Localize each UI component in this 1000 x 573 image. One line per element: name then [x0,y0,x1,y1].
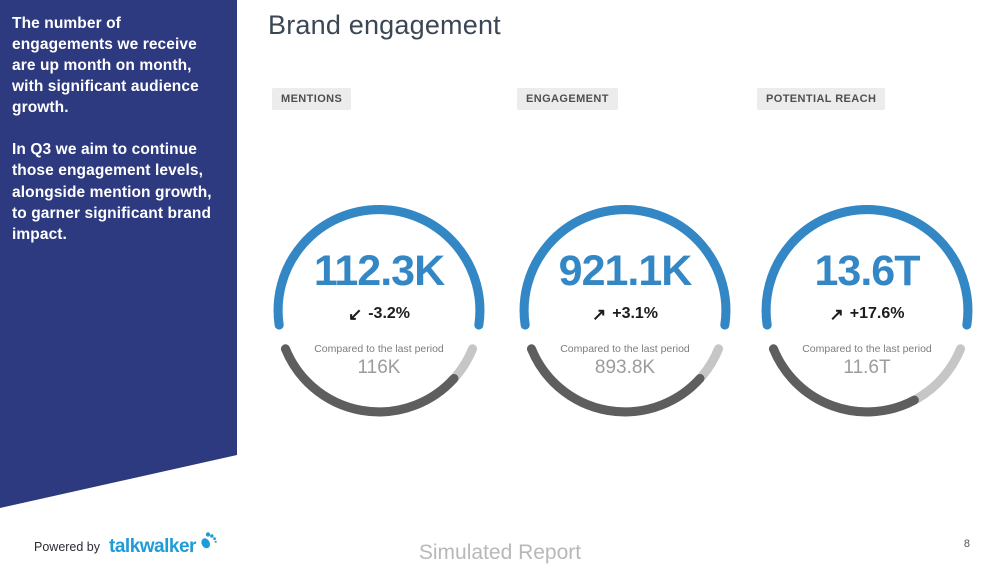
talkwalker-wordmark: talkwalker [109,536,196,557]
previous-value: 11.6T [843,357,891,378]
watermark-text: Simulated Report [418,541,582,564]
gauge-engagement: 921.1K ↗ +3.1% Compared to the last peri… [514,198,736,424]
gauge-arc-light-segment [912,344,966,403]
gauge-text-block: 112.3K ↙ -3.2% Compared to the last peri… [268,198,490,424]
commentary-paragraph-2: In Q3 we aim to continue those engagemen… [12,141,212,243]
gauge-text-block: 921.1K ↗ +3.1% Compared to the last peri… [514,198,736,424]
sidebar-commentary-panel: The number of engagements we receive are… [0,0,237,508]
metric-change-percent: -3.2% [368,305,411,322]
commentary-paragraph-1: The number of engagements we receive are… [12,15,199,117]
metric-value: 13.6T [814,247,921,295]
previous-value: 116K [357,357,401,378]
footer-branding: Powered by talkwalker [34,532,218,557]
metric-header-potential-reach: POTENTIAL REACH [757,88,886,110]
gauge-arc-chart [519,204,731,417]
compare-label: Compared to the last period [802,343,932,355]
metric-change: ↗ +17.6% [830,305,905,323]
trend-up-icon: ↗ [829,304,844,324]
page-title: Brand engagement [268,10,501,40]
metric-value: 921.1K [558,247,693,295]
gauge-mentions: 112.3K ↙ -3.2% Compared to the last peri… [268,198,490,424]
trend-down-icon: ↙ [347,304,363,324]
metric-value: 112.3K [313,247,445,295]
talkwalker-logo: talkwalker [109,532,218,557]
metric-change: ↗ +3.1% [592,305,658,323]
metric-header-mentions: MENTIONS [272,88,352,110]
metric-change-percent: +17.6% [849,305,905,322]
gauge-arc-chart [761,204,973,417]
metric-change: ↙ -3.2% [348,305,410,323]
gauge-arc-previous [768,344,919,417]
footprint-icon [201,532,217,549]
compare-label: Compared to the last period [560,343,690,355]
trend-up-icon: ↗ [591,304,607,324]
metric-change-percent: +3.1% [612,305,659,322]
gauge-arc-current [761,204,973,330]
gauge-arc-current [519,204,731,330]
gauge-arc-current [273,204,485,330]
previous-value: 893.8K [594,357,656,378]
page-number: 8 [963,538,970,550]
gauge-potential-reach: 13.6T ↗ +17.6% Compared to the last peri… [756,198,978,424]
metric-header-engagement: ENGAGEMENT [517,88,618,110]
gauge-arc-chart [273,204,485,417]
powered-by-label: Powered by [34,539,101,554]
gauge-arc-previous [280,344,459,417]
compare-label: Compared to the last period [314,343,444,355]
gauge-text-block: 13.6T ↗ +17.6% Compared to the last peri… [756,198,978,424]
gauge-arc-previous [526,344,705,417]
